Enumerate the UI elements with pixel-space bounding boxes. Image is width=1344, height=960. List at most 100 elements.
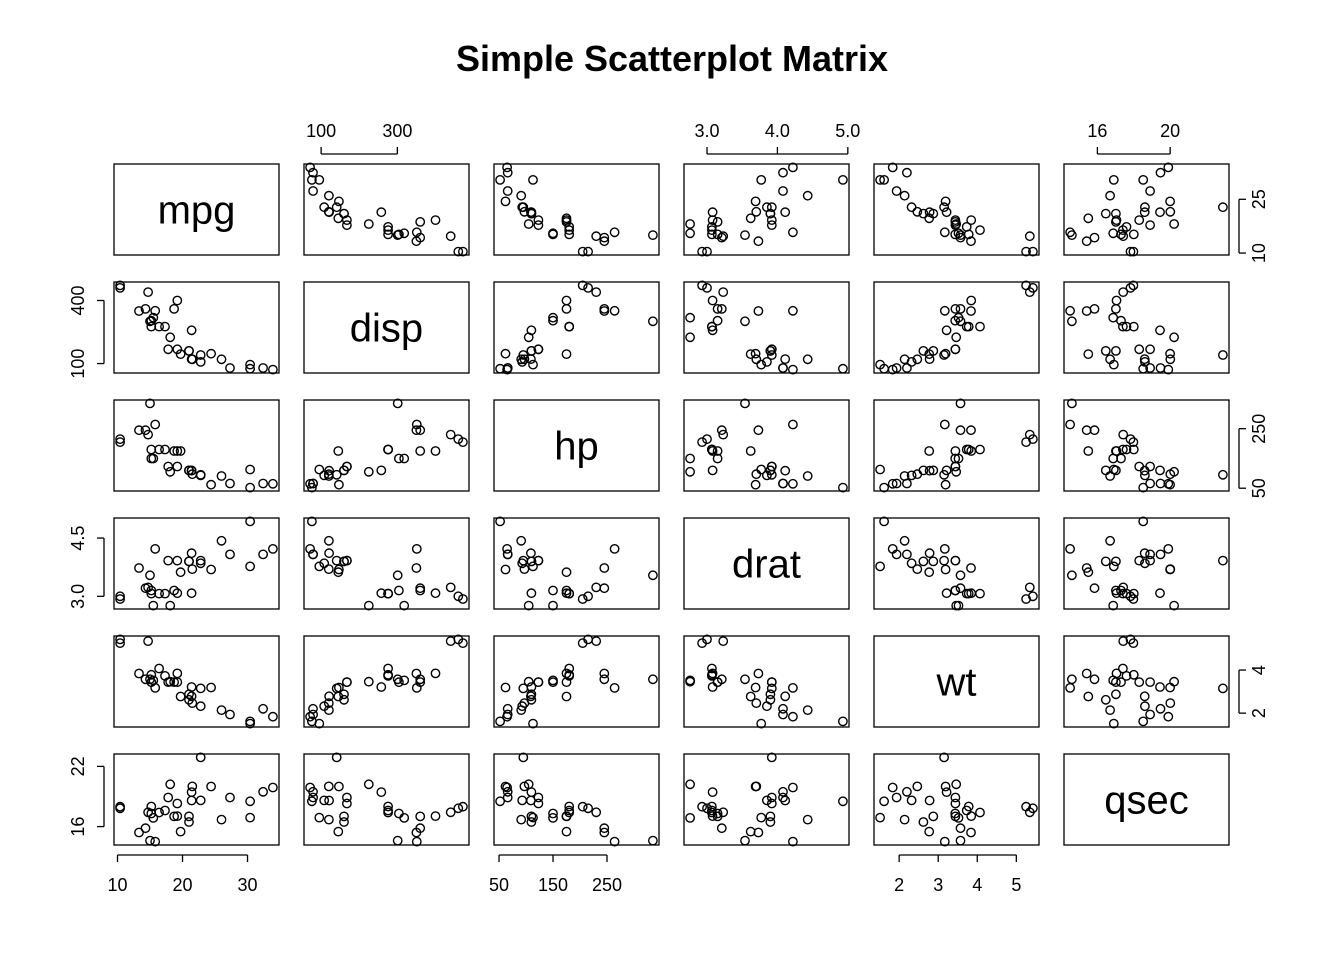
data-point [648, 570, 658, 581]
data-point [175, 446, 186, 456]
data-point [1218, 469, 1228, 480]
data-point [766, 683, 777, 694]
data-point [1065, 419, 1076, 430]
panel-frame [303, 399, 470, 492]
panel-disp-vs-hp [493, 280, 660, 375]
data-point [802, 471, 813, 481]
data-point [712, 677, 723, 688]
data-point [1155, 207, 1165, 218]
data-point [516, 814, 527, 825]
data-point [150, 544, 161, 554]
data-point [718, 287, 729, 297]
data-point [609, 227, 620, 238]
data-point [267, 711, 278, 722]
tick-label: 3.0 [694, 121, 719, 141]
data-point [707, 215, 718, 226]
data-point [518, 683, 529, 694]
data-point [899, 354, 910, 365]
data-point [324, 795, 334, 806]
data-point [500, 781, 511, 792]
data-point [1067, 316, 1077, 327]
data-point [172, 588, 183, 599]
data-point [308, 709, 318, 720]
data-point [788, 364, 798, 375]
data-point [533, 215, 544, 226]
panel-frame [683, 281, 850, 374]
data-point [766, 350, 777, 360]
panel-frame [1063, 281, 1230, 374]
data-point [267, 364, 278, 375]
data-point [206, 781, 217, 792]
data-point [383, 229, 393, 240]
data-point [548, 813, 558, 823]
data-point [1083, 691, 1094, 702]
data-point [169, 811, 180, 822]
data-point [187, 781, 198, 792]
data-point [411, 563, 422, 573]
data-point [766, 461, 777, 472]
data-point [1028, 591, 1038, 602]
data-point [519, 206, 530, 217]
data-point [267, 544, 278, 554]
data-point [324, 207, 334, 218]
data-point [838, 174, 848, 185]
data-point [411, 827, 422, 838]
data-point [430, 215, 441, 226]
data-point [1067, 570, 1077, 581]
data-point [169, 446, 180, 456]
variable-label-disp: disp [350, 307, 423, 351]
data-point [906, 795, 917, 806]
data-point [1145, 186, 1156, 196]
data-point [206, 682, 217, 693]
data-point [308, 167, 318, 178]
data-point [648, 230, 658, 241]
data-point [918, 345, 929, 356]
data-point [169, 585, 180, 596]
data-point [1125, 434, 1136, 444]
data-point [1138, 174, 1149, 185]
data-point [1134, 344, 1145, 355]
data-point [1138, 516, 1149, 527]
panel-wt-vs-disp [303, 634, 470, 729]
data-point [154, 663, 165, 674]
data-point [453, 591, 464, 602]
data-point [939, 419, 950, 430]
data-point [150, 419, 161, 430]
tick-label: 20 [173, 875, 193, 895]
data-point [186, 588, 197, 599]
data-point [591, 287, 602, 297]
data-point [376, 787, 387, 797]
data-point [184, 811, 194, 822]
panel-frame [493, 753, 660, 846]
data-point [516, 535, 527, 546]
data-point [363, 779, 374, 790]
data-point [383, 588, 393, 599]
data-point [899, 535, 910, 546]
data-point [115, 594, 126, 604]
panel-mpg-vs-drat [683, 162, 850, 257]
data-point [331, 202, 342, 213]
data-point [778, 792, 788, 803]
data-point [702, 634, 712, 645]
data-point [430, 588, 441, 599]
data-point [1165, 682, 1176, 693]
data-point [169, 303, 180, 314]
data-point [765, 817, 776, 827]
data-point [165, 466, 176, 477]
data-point [950, 585, 961, 596]
data-point [1108, 174, 1119, 185]
data-point [145, 674, 155, 685]
data-point [172, 461, 183, 472]
data-point [1165, 348, 1176, 359]
panel-frame [683, 517, 850, 610]
data-point [940, 479, 951, 490]
data-point [1155, 363, 1166, 373]
data-point [160, 805, 170, 816]
data-point [1138, 716, 1149, 727]
data-point [1067, 398, 1077, 409]
data-point [1116, 677, 1126, 688]
data-point [756, 812, 767, 823]
panel-frame [493, 163, 660, 256]
data-point [258, 786, 268, 797]
